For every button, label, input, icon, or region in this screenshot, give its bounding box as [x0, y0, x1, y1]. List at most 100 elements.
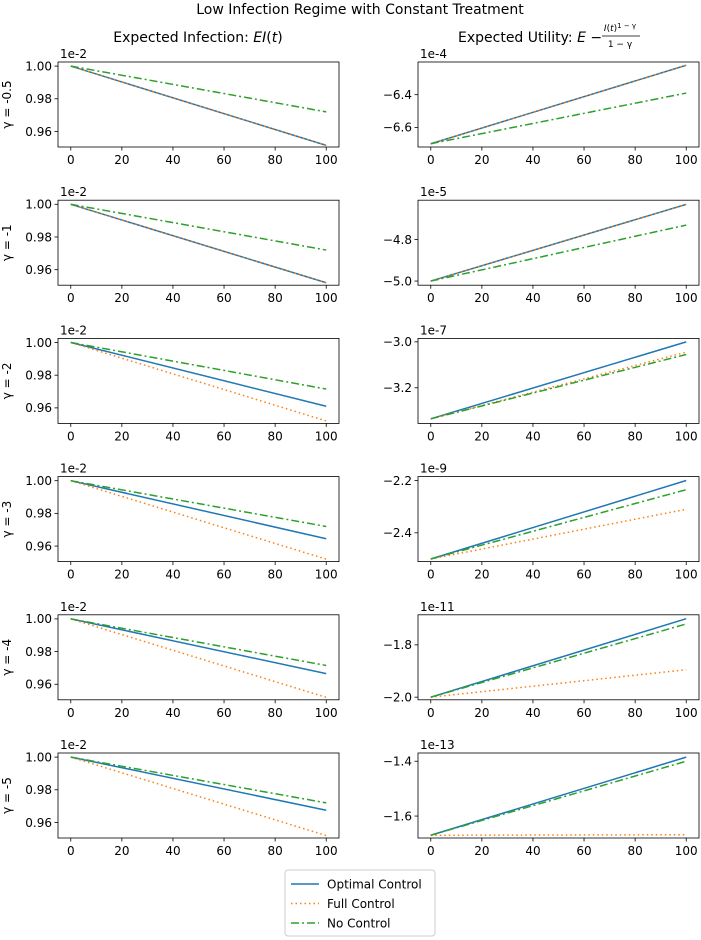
panel-utility-1-xtick-label-100: 100	[675, 153, 698, 167]
panel-utility-3-xtick-label-60: 60	[576, 429, 591, 443]
panel-utility-2-ytick-label-0: −5.0	[383, 274, 412, 288]
panel-utility-5-xtick-label-0: 0	[427, 706, 435, 720]
panel-utility-2-xtick-label-0: 0	[427, 291, 435, 305]
panel-utility-4-xtick-label-0: 0	[427, 568, 435, 582]
panel-infection-4-ytick-label-0: 0.96	[25, 539, 52, 553]
row-label-5: γ = -4	[0, 639, 14, 676]
panel-utility-4-ytick-label-1: −2.2	[383, 474, 412, 488]
panel-utility-5-line-no-control	[430, 623, 687, 698]
panel-utility-6-xtick-label-40: 40	[525, 844, 540, 858]
panel-infection-4-frame	[57, 476, 340, 563]
panel-infection-5-xtick-label-60: 60	[216, 706, 231, 720]
panel-utility-3-xtick-label-80: 80	[627, 429, 642, 443]
panel-infection-3-xtick-label-0: 0	[67, 429, 75, 443]
panel-infection-5-xtick-label-40: 40	[165, 706, 180, 720]
panel-utility-5: 0 20 40 60 80 100 −2.0 −1.8 1e-11	[383, 600, 700, 720]
panel-utility-6-ytick-label-1: −1.4	[383, 755, 412, 769]
panel-utility-2: 0 20 40 60 80 100 −5.0 −4.8 1e-5	[383, 185, 700, 305]
panel-infection-4-xtick-label-100: 100	[315, 568, 338, 582]
panel-utility-3-xtick-label-100: 100	[675, 429, 698, 443]
infection-title-t: (	[266, 30, 271, 46]
utility-title-denominator: 1 − γ	[608, 40, 633, 50]
panel-infection-2-frame	[57, 199, 340, 286]
panel-infection-2-xtick-label-0: 0	[67, 291, 75, 305]
panel-utility-3-line-no-control	[430, 353, 687, 420]
panel-utility-5-xtick-label-80: 80	[627, 706, 642, 720]
panel-infection-3: 0 20 40 60 80 100 0.96 0.98 1.00 1e-2 γ = -2	[0, 323, 340, 443]
row-label-2: γ = -1	[0, 224, 14, 261]
infection-title-prefix: Expected Infection:	[113, 30, 253, 46]
panel-utility-2-xtick-label-20: 20	[474, 291, 489, 305]
panel-utility-5-ytick-label-1: −1.8	[383, 638, 412, 652]
panel-infection-2-xtick-label-80: 80	[267, 291, 282, 305]
panel-infection-3-ytick-label-1: 0.98	[25, 368, 52, 382]
panel-infection-1-xtick-label-40: 40	[165, 153, 180, 167]
panel-utility-6-xtick-label-60: 60	[576, 844, 591, 858]
panel-infection-4-xtick-label-40: 40	[165, 568, 180, 582]
panel-utility-4-xtick-label-60: 60	[576, 568, 591, 582]
panel-infection-5-ytick-label-0: 0.96	[25, 678, 52, 692]
panel-utility-1-line-optimal-control	[430, 64, 687, 145]
panel-infection-3-xtick-label-60: 60	[216, 429, 231, 443]
panel-utility-5-line-optimal-control	[430, 618, 687, 698]
panel-utility-3-xtick-label-0: 0	[427, 429, 435, 443]
panel-infection-3-xtick-label-40: 40	[165, 429, 180, 443]
panel-utility-5-xtick-label-60: 60	[576, 706, 591, 720]
panel-utility-3-ytick-label-1: −3.0	[383, 335, 412, 349]
panel-infection-5-offset-label: 1e-2	[60, 600, 87, 614]
panel-utility-1-ytick-label-1: −6.4	[383, 88, 412, 102]
panel-infection-6-xtick-label-80: 80	[267, 844, 282, 858]
panel-infection-3-offset-label: 1e-2	[60, 323, 87, 337]
panel-infection-5-xtick-label-0: 0	[67, 706, 75, 720]
panel-infection-6-ytick-label-1: 0.98	[25, 783, 52, 797]
panel-utility-5-xtick-label-40: 40	[525, 706, 540, 720]
panel-utility-6-line-optimal-control	[430, 756, 687, 836]
utility-column-title: Expected Utility: E − I(t)1 − γ 1 − γ	[458, 22, 640, 50]
row-label-6: γ = -5	[0, 777, 14, 814]
panel-infection-3-xtick-label-80: 80	[267, 429, 282, 443]
panel-utility-3: 0 20 40 60 80 100 −3.2 −3.0 1e-7	[383, 323, 700, 443]
panel-infection-3-ytick-label-2: 1.00	[25, 336, 52, 350]
panel-infection-6-xtick-label-40: 40	[165, 844, 180, 858]
legend-frame	[284, 869, 436, 937]
infection-title-t-var: t	[272, 30, 278, 46]
panel-utility-2-xtick-label-60: 60	[576, 291, 591, 305]
utility-title-prefix: Expected Utility: E −	[458, 30, 602, 46]
panel-infection-1: 0 20 40 60 80 100 0.96 0.98 1.00 1e-2 γ = -0.5	[0, 47, 340, 167]
panel-infection-5-line-optimal-control	[70, 618, 327, 675]
panel-utility-5-frame	[417, 614, 700, 701]
panel-utility-5-line-full-control	[430, 668, 687, 698]
panel-utility-2-xtick-label-80: 80	[627, 291, 642, 305]
panel-infection-6-xtick-label-100: 100	[315, 844, 338, 858]
panel-utility-1-offset-label: 1e-4	[420, 47, 447, 61]
panel-infection-4: 0 20 40 60 80 100 0.96 0.98 1.00 1e-2 γ = -3	[0, 462, 340, 582]
panel-infection-2-ytick-label-2: 1.00	[25, 198, 52, 212]
panel-utility-1-xtick-label-60: 60	[576, 153, 591, 167]
panel-infection-6: 0 20 40 60 80 100 0.96 0.98 1.00 1e-2 γ = -5	[0, 738, 340, 858]
panel-utility-6-xtick-label-0: 0	[427, 844, 435, 858]
panel-utility-5-ytick-label-0: −2.0	[383, 690, 412, 704]
panel-utility-2-xtick-label-40: 40	[525, 291, 540, 305]
panel-utility-6-xtick-label-20: 20	[474, 844, 489, 858]
panel-infection-6-xtick-label-20: 20	[114, 844, 129, 858]
panel-infection-1-frame	[57, 61, 340, 148]
panel-infection-2-line-no-control	[70, 203, 327, 251]
panel-utility-3-ytick-label-0: −3.2	[383, 381, 412, 395]
panel-infection-3-frame	[57, 337, 340, 424]
panel-utility-3-line-optimal-control	[430, 341, 687, 420]
panel-infection-2-xtick-label-40: 40	[165, 291, 180, 305]
row-label-1: γ = -0.5	[0, 80, 14, 128]
row-label-3: γ = -2	[0, 363, 14, 400]
panel-utility-1-xtick-label-40: 40	[525, 153, 540, 167]
panel-utility-4-xtick-label-20: 20	[474, 568, 489, 582]
panel-utility-6-line-no-control	[430, 760, 687, 836]
panel-utility-2-ytick-label-1: −4.8	[383, 233, 412, 247]
panel-infection-4-ytick-label-2: 1.00	[25, 474, 52, 488]
panel-infection-3-xtick-label-100: 100	[315, 429, 338, 443]
panel-infection-4-line-no-control	[70, 479, 327, 528]
panel-utility-4-line-optimal-control	[430, 479, 687, 560]
legend-label-no-control: No Control	[327, 916, 391, 930]
panel-infection-5-xtick-label-100: 100	[315, 706, 338, 720]
legend: Optimal Control Full Control No Control	[284, 869, 436, 937]
panel-infection-1-xtick-label-80: 80	[267, 153, 282, 167]
